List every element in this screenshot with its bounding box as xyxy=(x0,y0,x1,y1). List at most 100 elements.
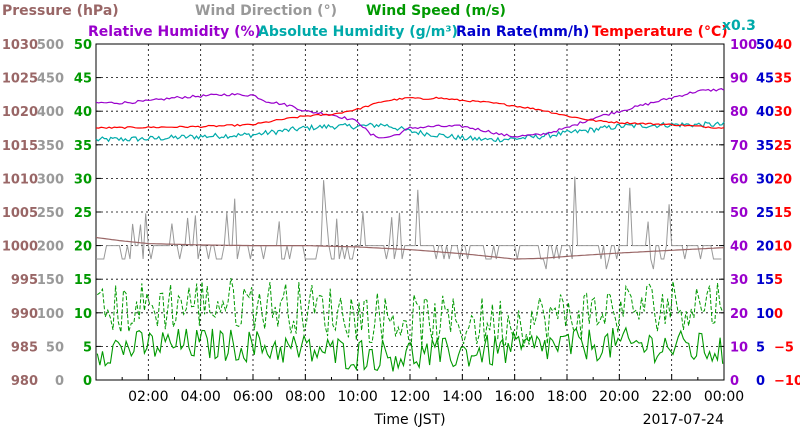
pressure-line xyxy=(95,236,725,260)
wind-direction-line xyxy=(96,176,722,270)
wind-gust-line xyxy=(97,277,724,348)
relative-humidity-tick: 10 xyxy=(730,340,748,355)
wind-direction-tick: 150 xyxy=(37,273,64,288)
relative-humidity-tick: 0 xyxy=(730,374,739,389)
wind-direction-tick: 400 xyxy=(37,105,64,120)
rain-rate-tick: 25 xyxy=(756,206,774,221)
temperature-tick: 25 xyxy=(774,139,792,154)
wind-speed-tick: 10 xyxy=(74,307,92,322)
wind-speed-tick: 15 xyxy=(74,273,92,288)
relative-humidity-tick: 60 xyxy=(730,172,748,187)
rain-rate-tick: 5 xyxy=(756,340,765,355)
pressure-tick: 980 xyxy=(11,374,38,389)
x-tick-label: 22:00 xyxy=(651,389,691,405)
pressure-tick: 995 xyxy=(11,273,38,288)
x-tick-label: 14:00 xyxy=(442,389,482,405)
relative-humidity-tick: 80 xyxy=(730,105,748,120)
temperature-tick: 35 xyxy=(774,72,792,87)
wind-speed-tick: 40 xyxy=(74,105,92,120)
grid xyxy=(95,43,725,381)
wind-speed-line xyxy=(96,326,724,372)
pressure-tick: 1010 xyxy=(2,172,38,187)
wind-direction-tick: 50 xyxy=(46,340,64,355)
wind-direction-tick: 450 xyxy=(37,72,64,87)
relative-humidity-tick: 100 xyxy=(730,38,757,53)
temperature-tick: −5 xyxy=(774,340,794,355)
x-tick-label: 16:00 xyxy=(494,389,534,405)
pressure-tick: 1015 xyxy=(2,139,38,154)
temperature-tick: 30 xyxy=(774,105,792,120)
relative-humidity-tick: 40 xyxy=(730,240,748,255)
pressure-tick: 1020 xyxy=(2,105,38,120)
series-group xyxy=(95,88,725,372)
rain-rate-tick: 50 xyxy=(756,38,774,53)
rain-rate-tick: 30 xyxy=(756,172,774,187)
temperature-tick: −10 xyxy=(774,374,800,389)
pressure-tick: 1000 xyxy=(2,240,38,255)
temperature-tick: 5 xyxy=(774,273,783,288)
chart-date: 2017-07-24 xyxy=(643,412,724,428)
axes: 9809859909951000100510101015102010251030… xyxy=(2,38,800,389)
relative-humidity-tick: 50 xyxy=(730,206,748,221)
temperature-line xyxy=(95,96,725,130)
legend-item: Pressure (hPa) xyxy=(2,3,119,19)
temperature-tick: 20 xyxy=(774,172,792,187)
x-tick-label: 18:00 xyxy=(547,389,587,405)
wind-speed-tick: 45 xyxy=(74,72,92,87)
rain-rate-tick: 15 xyxy=(756,273,774,288)
temperature-tick: 40 xyxy=(774,38,792,53)
wind-speed-tick: 25 xyxy=(74,206,92,221)
legend-item: Wind Speed (m/s) xyxy=(366,3,506,19)
x-tick-label: 08:00 xyxy=(285,389,325,405)
absolute-humidity-line xyxy=(95,121,725,143)
wind-speed-tick: 0 xyxy=(83,374,92,389)
x-tick-label: 10:00 xyxy=(337,389,377,405)
x-tick-label: 12:00 xyxy=(390,389,430,405)
relative-humidity-tick: 90 xyxy=(730,72,748,87)
legend: Pressure (hPa) Wind Direction (°) Wind Spe… xyxy=(2,3,756,40)
rain-rate-tick: 45 xyxy=(756,72,774,87)
temperature-tick: 15 xyxy=(774,206,792,221)
rain-rate-tick: 40 xyxy=(756,105,774,120)
wind-speed-tick: 35 xyxy=(74,139,92,154)
x-tick-label: 00:00 xyxy=(704,389,744,405)
x-tick-label: 20:00 xyxy=(599,389,639,405)
rain-rate-tick: 10 xyxy=(756,307,774,322)
legend-item: Relative Humidity (%) xyxy=(88,24,261,40)
legend-item: Wind Direction (°) xyxy=(195,3,337,19)
pressure-tick: 1025 xyxy=(2,72,38,87)
relative-humidity-tick: 20 xyxy=(730,307,748,322)
relative-humidity-line xyxy=(95,88,725,139)
pressure-tick: 1030 xyxy=(2,38,38,53)
wind-direction-tick: 0 xyxy=(55,374,64,389)
rain-rate-tick: 20 xyxy=(756,240,774,255)
x-tick-label: 02:00 xyxy=(128,389,168,405)
temperature-tick: 10 xyxy=(774,240,792,255)
x-axis: 02:00 04:00 06:00 08:00 10:00 12:00 14:00 16:00… xyxy=(128,389,744,428)
wind-direction-tick: 300 xyxy=(37,172,64,187)
x-tick-label: 04:00 xyxy=(180,389,220,405)
wind-direction-tick: 200 xyxy=(37,240,64,255)
rain-rate-tick: 0 xyxy=(756,374,765,389)
wind-direction-tick: 250 xyxy=(37,206,64,221)
rain-rate-tick: 35 xyxy=(756,139,774,154)
relative-humidity-tick: 70 xyxy=(730,139,748,154)
temperature-tick: 0 xyxy=(774,307,783,322)
pressure-tick: 990 xyxy=(11,307,38,322)
abs-humidity-scale-note: x0.3 xyxy=(722,18,756,34)
wind-direction-tick: 100 xyxy=(37,307,64,322)
wind-speed-tick: 20 xyxy=(74,240,92,255)
wind-speed-tick: 30 xyxy=(74,172,92,187)
legend-item: Temperature (°C) xyxy=(592,24,728,40)
wind-direction-tick: 500 xyxy=(37,38,64,53)
pressure-tick: 985 xyxy=(11,340,38,355)
legend-item: Absolute Humidity (g/m³) xyxy=(258,24,458,40)
wind-speed-tick: 5 xyxy=(83,340,92,355)
wind-direction-tick: 350 xyxy=(37,139,64,154)
relative-humidity-tick: 30 xyxy=(730,273,748,288)
pressure-tick: 1005 xyxy=(2,206,38,221)
wind-speed-tick: 50 xyxy=(74,38,92,53)
x-tick-label: 06:00 xyxy=(233,389,273,405)
